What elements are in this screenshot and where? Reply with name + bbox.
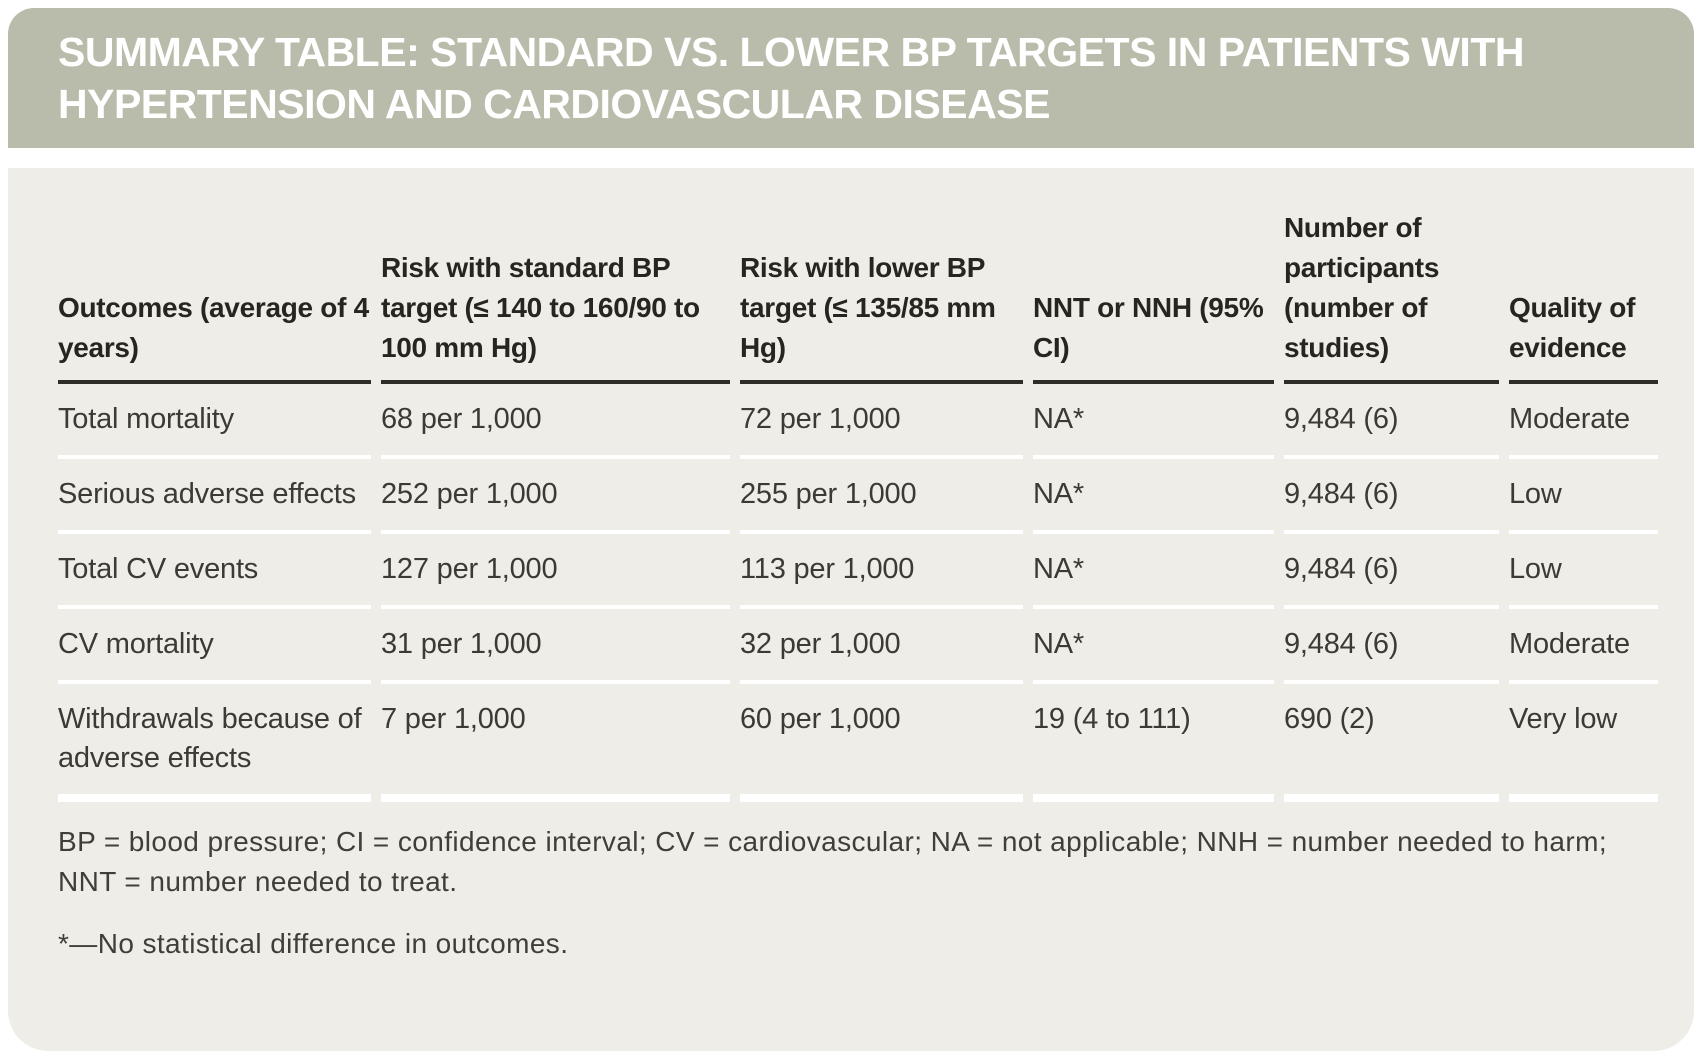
table-row: Total CV events 127 per 1,000 113 per 1,… — [58, 534, 1658, 609]
cell-outcome: Withdrawals because of adverse effects — [58, 684, 371, 802]
cell-nnt-nnh: NA* — [1033, 534, 1274, 609]
cell-participants: 9,484 (6) — [1284, 534, 1499, 609]
title-body-divider — [8, 148, 1694, 168]
cell-risk-standard: 252 per 1,000 — [381, 459, 730, 534]
cell-outcome: Serious adverse effects — [58, 459, 371, 534]
col-header-risk-lower: Risk with lower BP target (≤ 135/85 mm H… — [740, 248, 1023, 384]
statistical-note: *—No statistical difference in outcomes. — [58, 928, 569, 959]
cell-outcome: CV mortality — [58, 609, 371, 684]
table-row: Serious adverse effects 252 per 1,000 25… — [58, 459, 1658, 534]
summary-table-card: SUMMARY TABLE: STANDARD VS. LOWER BP TAR… — [8, 8, 1694, 1051]
cell-nnt-nnh: NA* — [1033, 384, 1274, 459]
cell-quality: Moderate — [1509, 384, 1658, 459]
table-row: CV mortality 31 per 1,000 32 per 1,000 N… — [58, 609, 1658, 684]
abbreviations-note: BP = blood pressure; CI = confidence int… — [58, 826, 1607, 897]
footnotes: BP = blood pressure; CI = confidence int… — [58, 822, 1658, 964]
col-header-participants: Number of participants (number of studie… — [1284, 208, 1499, 384]
cell-quality: Low — [1509, 534, 1658, 609]
cell-participants: 690 (2) — [1284, 684, 1499, 802]
table-title: SUMMARY TABLE: STANDARD VS. LOWER BP TAR… — [58, 29, 1524, 127]
cell-risk-lower: 255 per 1,000 — [740, 459, 1023, 534]
cell-participants: 9,484 (6) — [1284, 459, 1499, 534]
cell-quality: Low — [1509, 459, 1658, 534]
col-header-nnt-nnh: NNT or NNH (95% CI) — [1033, 288, 1274, 384]
cell-participants: 9,484 (6) — [1284, 609, 1499, 684]
cell-risk-standard: 68 per 1,000 — [381, 384, 730, 459]
col-header-outcomes: Outcomes (average of 4 years) — [58, 288, 371, 384]
cell-risk-standard: 31 per 1,000 — [381, 609, 730, 684]
cell-quality: Very low — [1509, 684, 1658, 802]
cell-outcome: Total CV events — [58, 534, 371, 609]
cell-quality: Moderate — [1509, 609, 1658, 684]
cell-participants: 9,484 (6) — [1284, 384, 1499, 459]
cell-nnt-nnh: 19 (4 to 111) — [1033, 684, 1274, 802]
table-row: Withdrawals because of adverse effects 7… — [58, 684, 1658, 802]
cell-risk-lower: 113 per 1,000 — [740, 534, 1023, 609]
col-header-quality: Quality of evidence — [1509, 288, 1658, 384]
table-body: Outcomes (average of 4 years) Risk with … — [8, 168, 1694, 1051]
table-header-row: Outcomes (average of 4 years) Risk with … — [58, 188, 1658, 384]
cell-risk-lower: 32 per 1,000 — [740, 609, 1023, 684]
col-header-risk-standard: Risk with standard BP target (≤ 140 to 1… — [381, 248, 730, 384]
cell-risk-standard: 7 per 1,000 — [381, 684, 730, 802]
cell-risk-standard: 127 per 1,000 — [381, 534, 730, 609]
cell-risk-lower: 60 per 1,000 — [740, 684, 1023, 802]
table-row: Total mortality 68 per 1,000 72 per 1,00… — [58, 384, 1658, 459]
table-title-band: SUMMARY TABLE: STANDARD VS. LOWER BP TAR… — [8, 8, 1694, 148]
cell-outcome: Total mortality — [58, 384, 371, 459]
cell-risk-lower: 72 per 1,000 — [740, 384, 1023, 459]
cell-nnt-nnh: NA* — [1033, 609, 1274, 684]
cell-nnt-nnh: NA* — [1033, 459, 1274, 534]
